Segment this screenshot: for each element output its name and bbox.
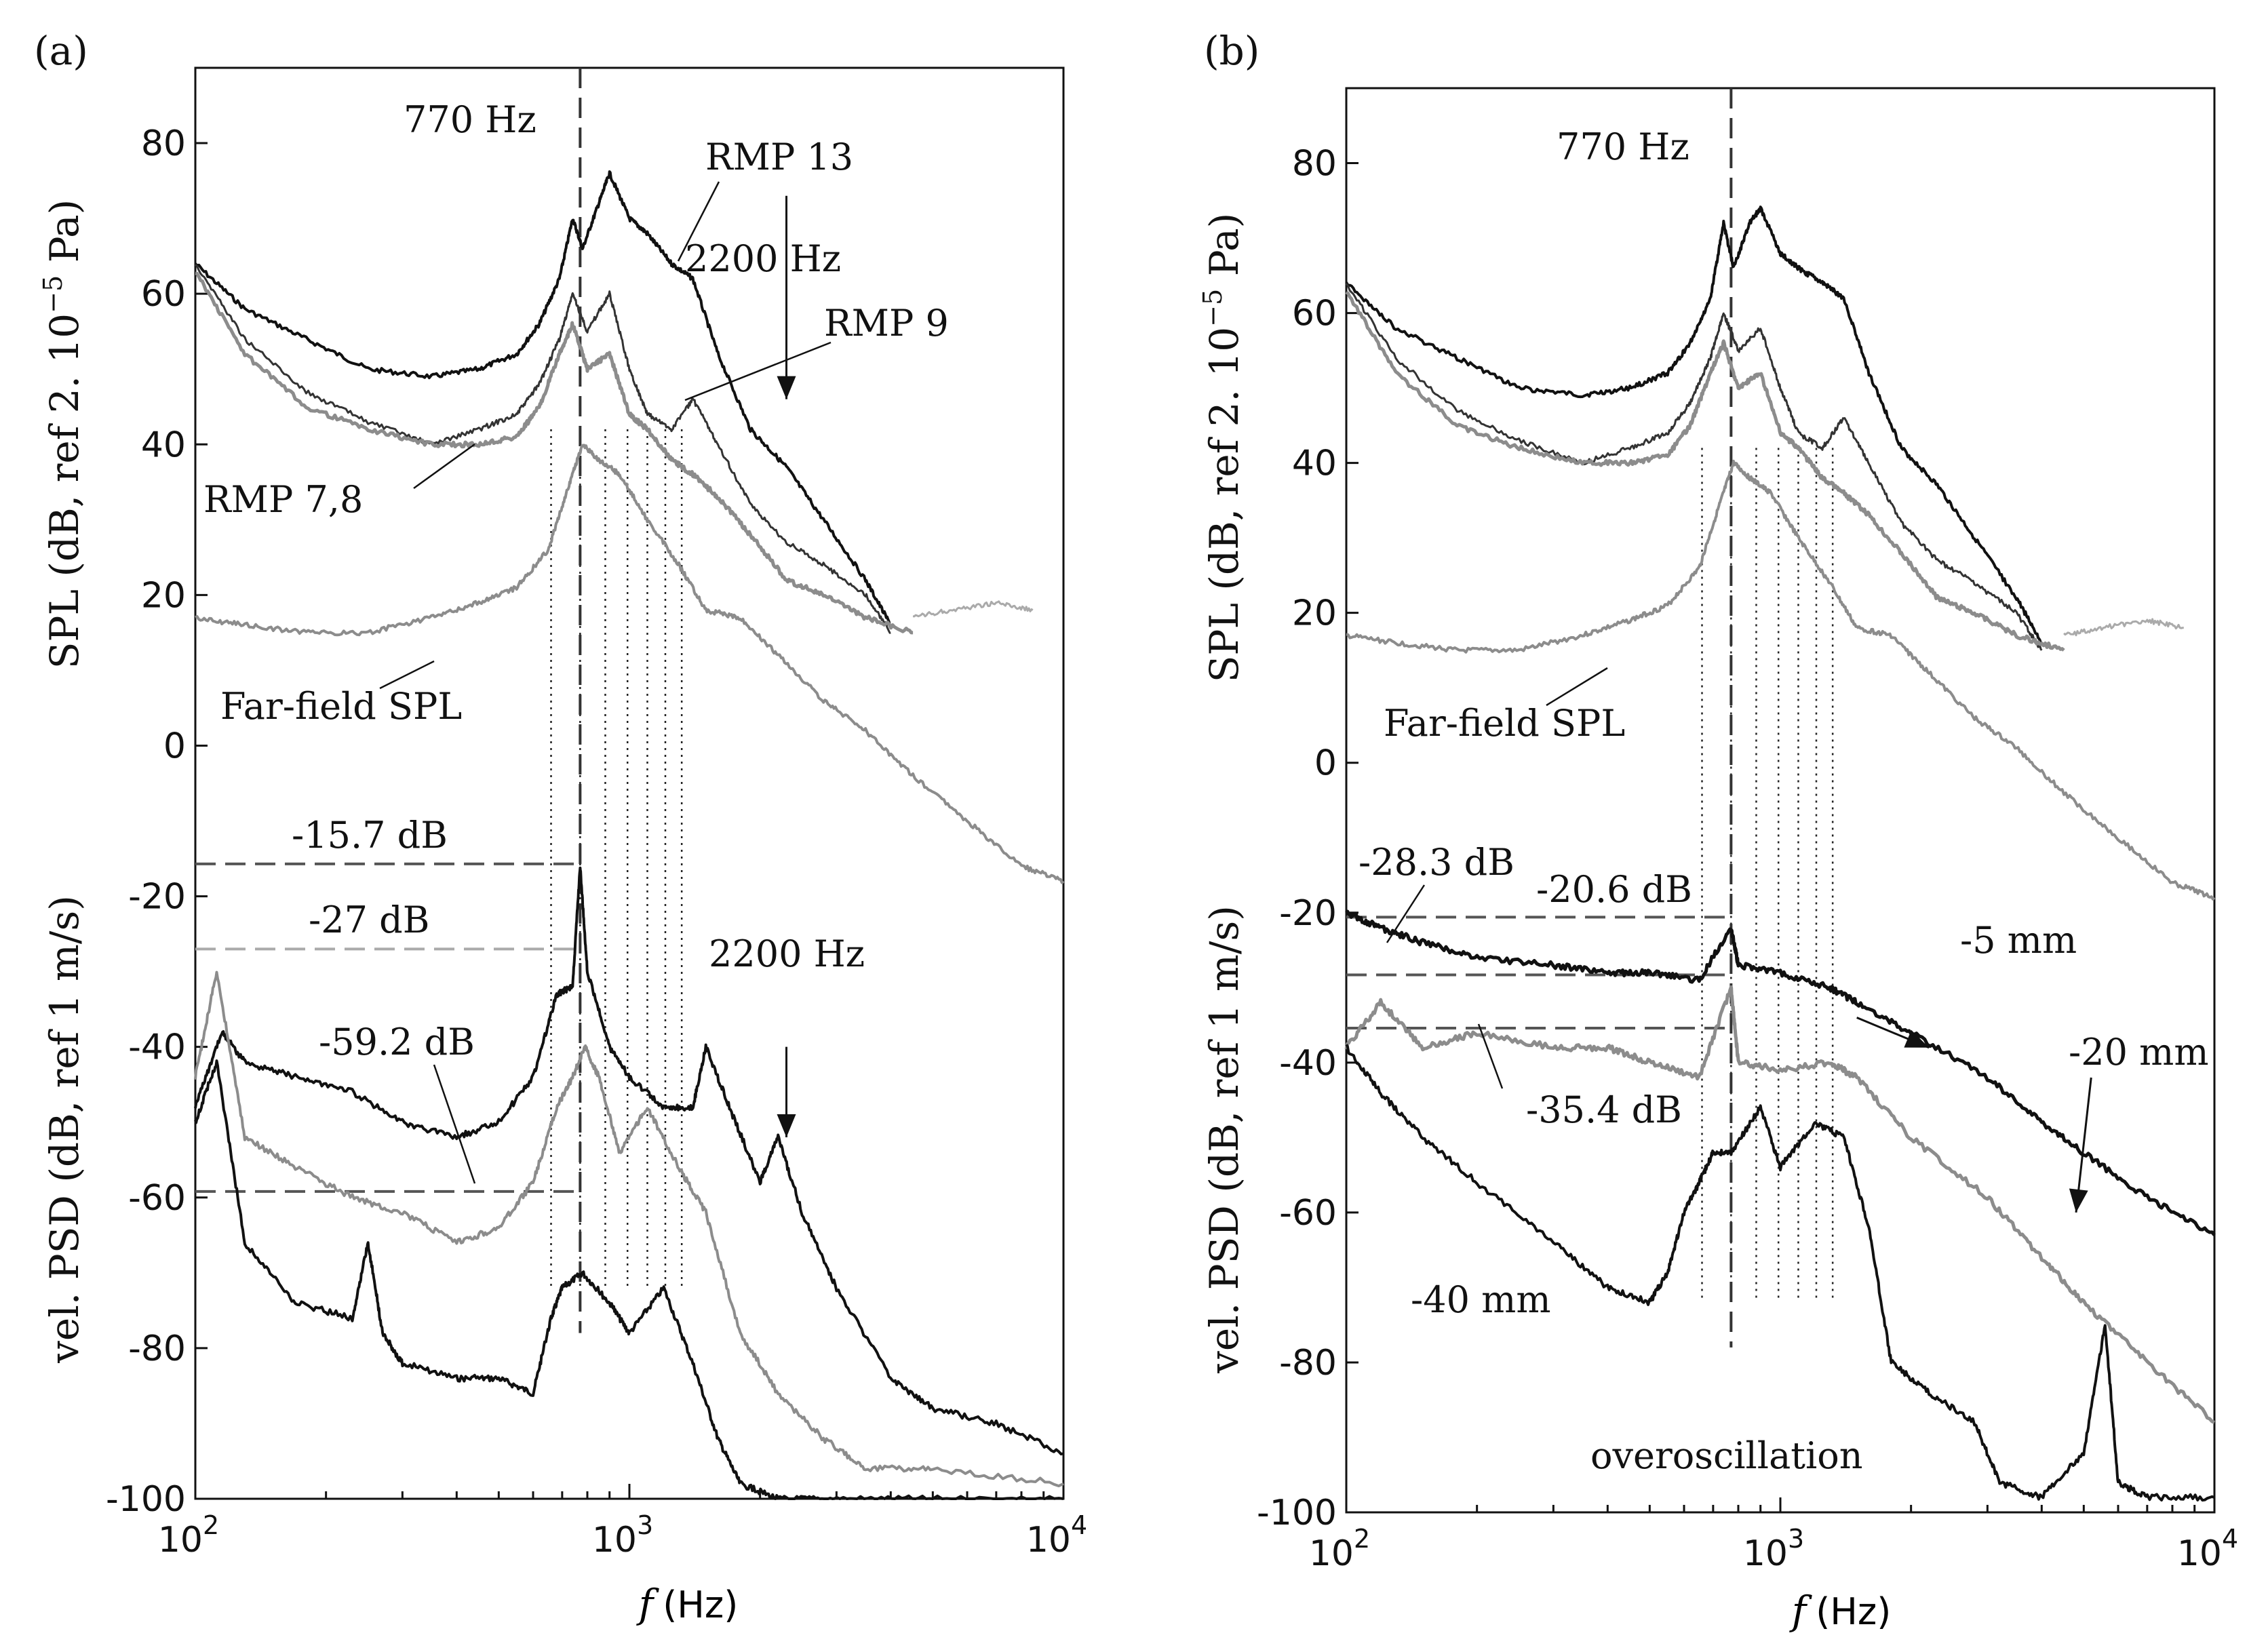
- y-tick-label: -20: [128, 877, 186, 918]
- annot-a-59-2db-leader: [433, 1064, 476, 1184]
- x-tick-label: 102: [1309, 1524, 1370, 1574]
- y-tick-label: 80: [141, 123, 186, 164]
- series-far-field-spl: [195, 444, 1065, 884]
- annot-a-rmp9: RMP 9: [824, 302, 949, 345]
- y-tick-label: -60: [1279, 1193, 1337, 1234]
- annot-a-farfield: Far-field SPL: [220, 685, 462, 728]
- y-tick-label: 40: [1292, 444, 1337, 484]
- x-tick-label: 103: [1743, 1524, 1804, 1574]
- panel-a-x-ticks: 102 103 104: [158, 1484, 1087, 1560]
- y-tick-label: -80: [128, 1329, 186, 1369]
- panel-a-label: (a): [34, 28, 88, 74]
- y-tick-label: 20: [141, 575, 186, 616]
- annot-a-2200hz-top: 2200 Hz: [685, 237, 841, 280]
- annot-a-rmp9-leader: [684, 341, 832, 401]
- panel-a-xlabel: f (Hz): [636, 1581, 739, 1627]
- panel-b-label: (b): [1204, 28, 1259, 74]
- panel-b-guides: [1346, 88, 1834, 1348]
- annot-a-farfield-leader: [379, 660, 435, 690]
- series-psd-mid: [194, 970, 1064, 1488]
- panel-b-ylabel-top: SPL (dB, ref 2. 10−5 Pa): [1198, 213, 1247, 683]
- panel-a-y-ticks: -100 -80 -60 -40 -20 0 20 40 60 80: [106, 123, 208, 1520]
- y-tick-label: 80: [1292, 144, 1337, 184]
- series-rmp-7-8: [1345, 290, 2065, 652]
- x-tick-label: 102: [158, 1510, 219, 1560]
- panel-b-y-ticks: -100 -80 -60 -40 -20 0 20 40 60 80: [1257, 144, 1358, 1533]
- y-tick-label: 0: [1314, 743, 1337, 784]
- y-tick-label: -40: [1279, 1043, 1337, 1084]
- y-tick-label: -20: [1279, 893, 1337, 934]
- series-rmp-13: [1345, 205, 2042, 645]
- series-rmp-13: [194, 170, 891, 627]
- annot-b-20mm: -20 mm: [2069, 1031, 2209, 1074]
- arrow-head: [2069, 1188, 2088, 1213]
- x-tick-label: 103: [592, 1510, 653, 1560]
- panel-b-arrows: [1856, 1017, 2092, 1213]
- annot-b-overoscillation: overoscillation: [1590, 1434, 1863, 1477]
- annot-b-770hz: 770 Hz: [1557, 125, 1689, 168]
- panel-a-arrows: [777, 195, 796, 1137]
- panel-b-x-ticks: 102 103 104: [1309, 1497, 2238, 1574]
- series-rmp-speckle: [2063, 618, 2184, 637]
- arrow-head: [1904, 1029, 1930, 1048]
- x-tick-label: 104: [2177, 1524, 2238, 1574]
- annot-b-35-4db-leader: [1477, 1023, 1504, 1089]
- annot-b-20-6db: -20.6 dB: [1536, 868, 1692, 911]
- panel-a-series: [194, 170, 1065, 1500]
- series-psd-upper: [194, 866, 1064, 1456]
- annot-b-28-3db: -28.3 dB: [1358, 841, 1514, 884]
- annot-a-15-7db: -15.7 dB: [292, 814, 448, 857]
- annot-a-rmp13-leader: [677, 181, 720, 262]
- x-tick-label: 104: [1026, 1510, 1087, 1560]
- series--20-mm: [1344, 985, 2215, 1424]
- y-tick-label: -80: [1279, 1343, 1337, 1383]
- annot-b-farfield-leader: [1546, 667, 1608, 707]
- series-psd-lower: [194, 1059, 1064, 1500]
- y-tick-label: 60: [141, 274, 186, 315]
- annot-b-40mm: -40 mm: [1411, 1278, 1551, 1321]
- arrow-head: [777, 1114, 796, 1137]
- annot-a-27db: -27 dB: [309, 899, 429, 941]
- y-tick-label: -60: [128, 1178, 186, 1219]
- series-rmp-speckle: [912, 600, 1034, 618]
- annot-a-770hz: 770 Hz: [404, 98, 536, 141]
- panel-a-frame: [194, 66, 1065, 1500]
- annot-b-farfield: Far-field SPL: [1384, 702, 1625, 745]
- y-tick-label: -40: [128, 1027, 186, 1068]
- annot-b-28-3db-leader: [1386, 884, 1426, 943]
- annot-a-59-2db: -59.2 dB: [319, 1021, 475, 1063]
- annot-a-2200hz-bottom: 2200 Hz: [709, 932, 865, 975]
- series-rmp-9: [1345, 283, 2043, 651]
- y-tick-label: -100: [1257, 1493, 1337, 1533]
- annot-b-5mm: -5 mm: [1960, 919, 2077, 962]
- panel-b-ylabel-bottom: vel. PSD (dB, ref 1 m/s): [1201, 905, 1247, 1374]
- panel-b-xlabel: f (Hz): [1789, 1588, 1892, 1634]
- panel-a-ylabel-bottom: vel. PSD (dB, ref 1 m/s): [41, 895, 87, 1364]
- y-tick-label: 40: [141, 425, 186, 465]
- annot-a-rmp13: RMP 13: [705, 136, 853, 178]
- y-tick-label: 60: [1292, 294, 1337, 334]
- series-rmp-7-8: [195, 271, 914, 635]
- y-tick-label: -100: [106, 1479, 186, 1520]
- panel-a-ylabel-top: SPL (dB, ref 2. 10−5 Pa): [38, 199, 87, 669]
- arrow-head: [777, 376, 796, 399]
- annot-a-rmp78-leader: [413, 443, 475, 490]
- series--5-mm: [1345, 909, 2216, 1236]
- panel-b-series: [1344, 205, 2216, 1502]
- series-rmp-9: [195, 264, 891, 634]
- series-far-field-spl: [1346, 459, 2216, 901]
- y-tick-label: 20: [1292, 593, 1337, 634]
- annot-a-rmp78: RMP 7,8: [203, 478, 363, 521]
- y-tick-label: 0: [163, 726, 186, 766]
- series--40-mm: [1345, 1044, 2215, 1502]
- annot-b-35-4db: -35.4 dB: [1526, 1088, 1682, 1131]
